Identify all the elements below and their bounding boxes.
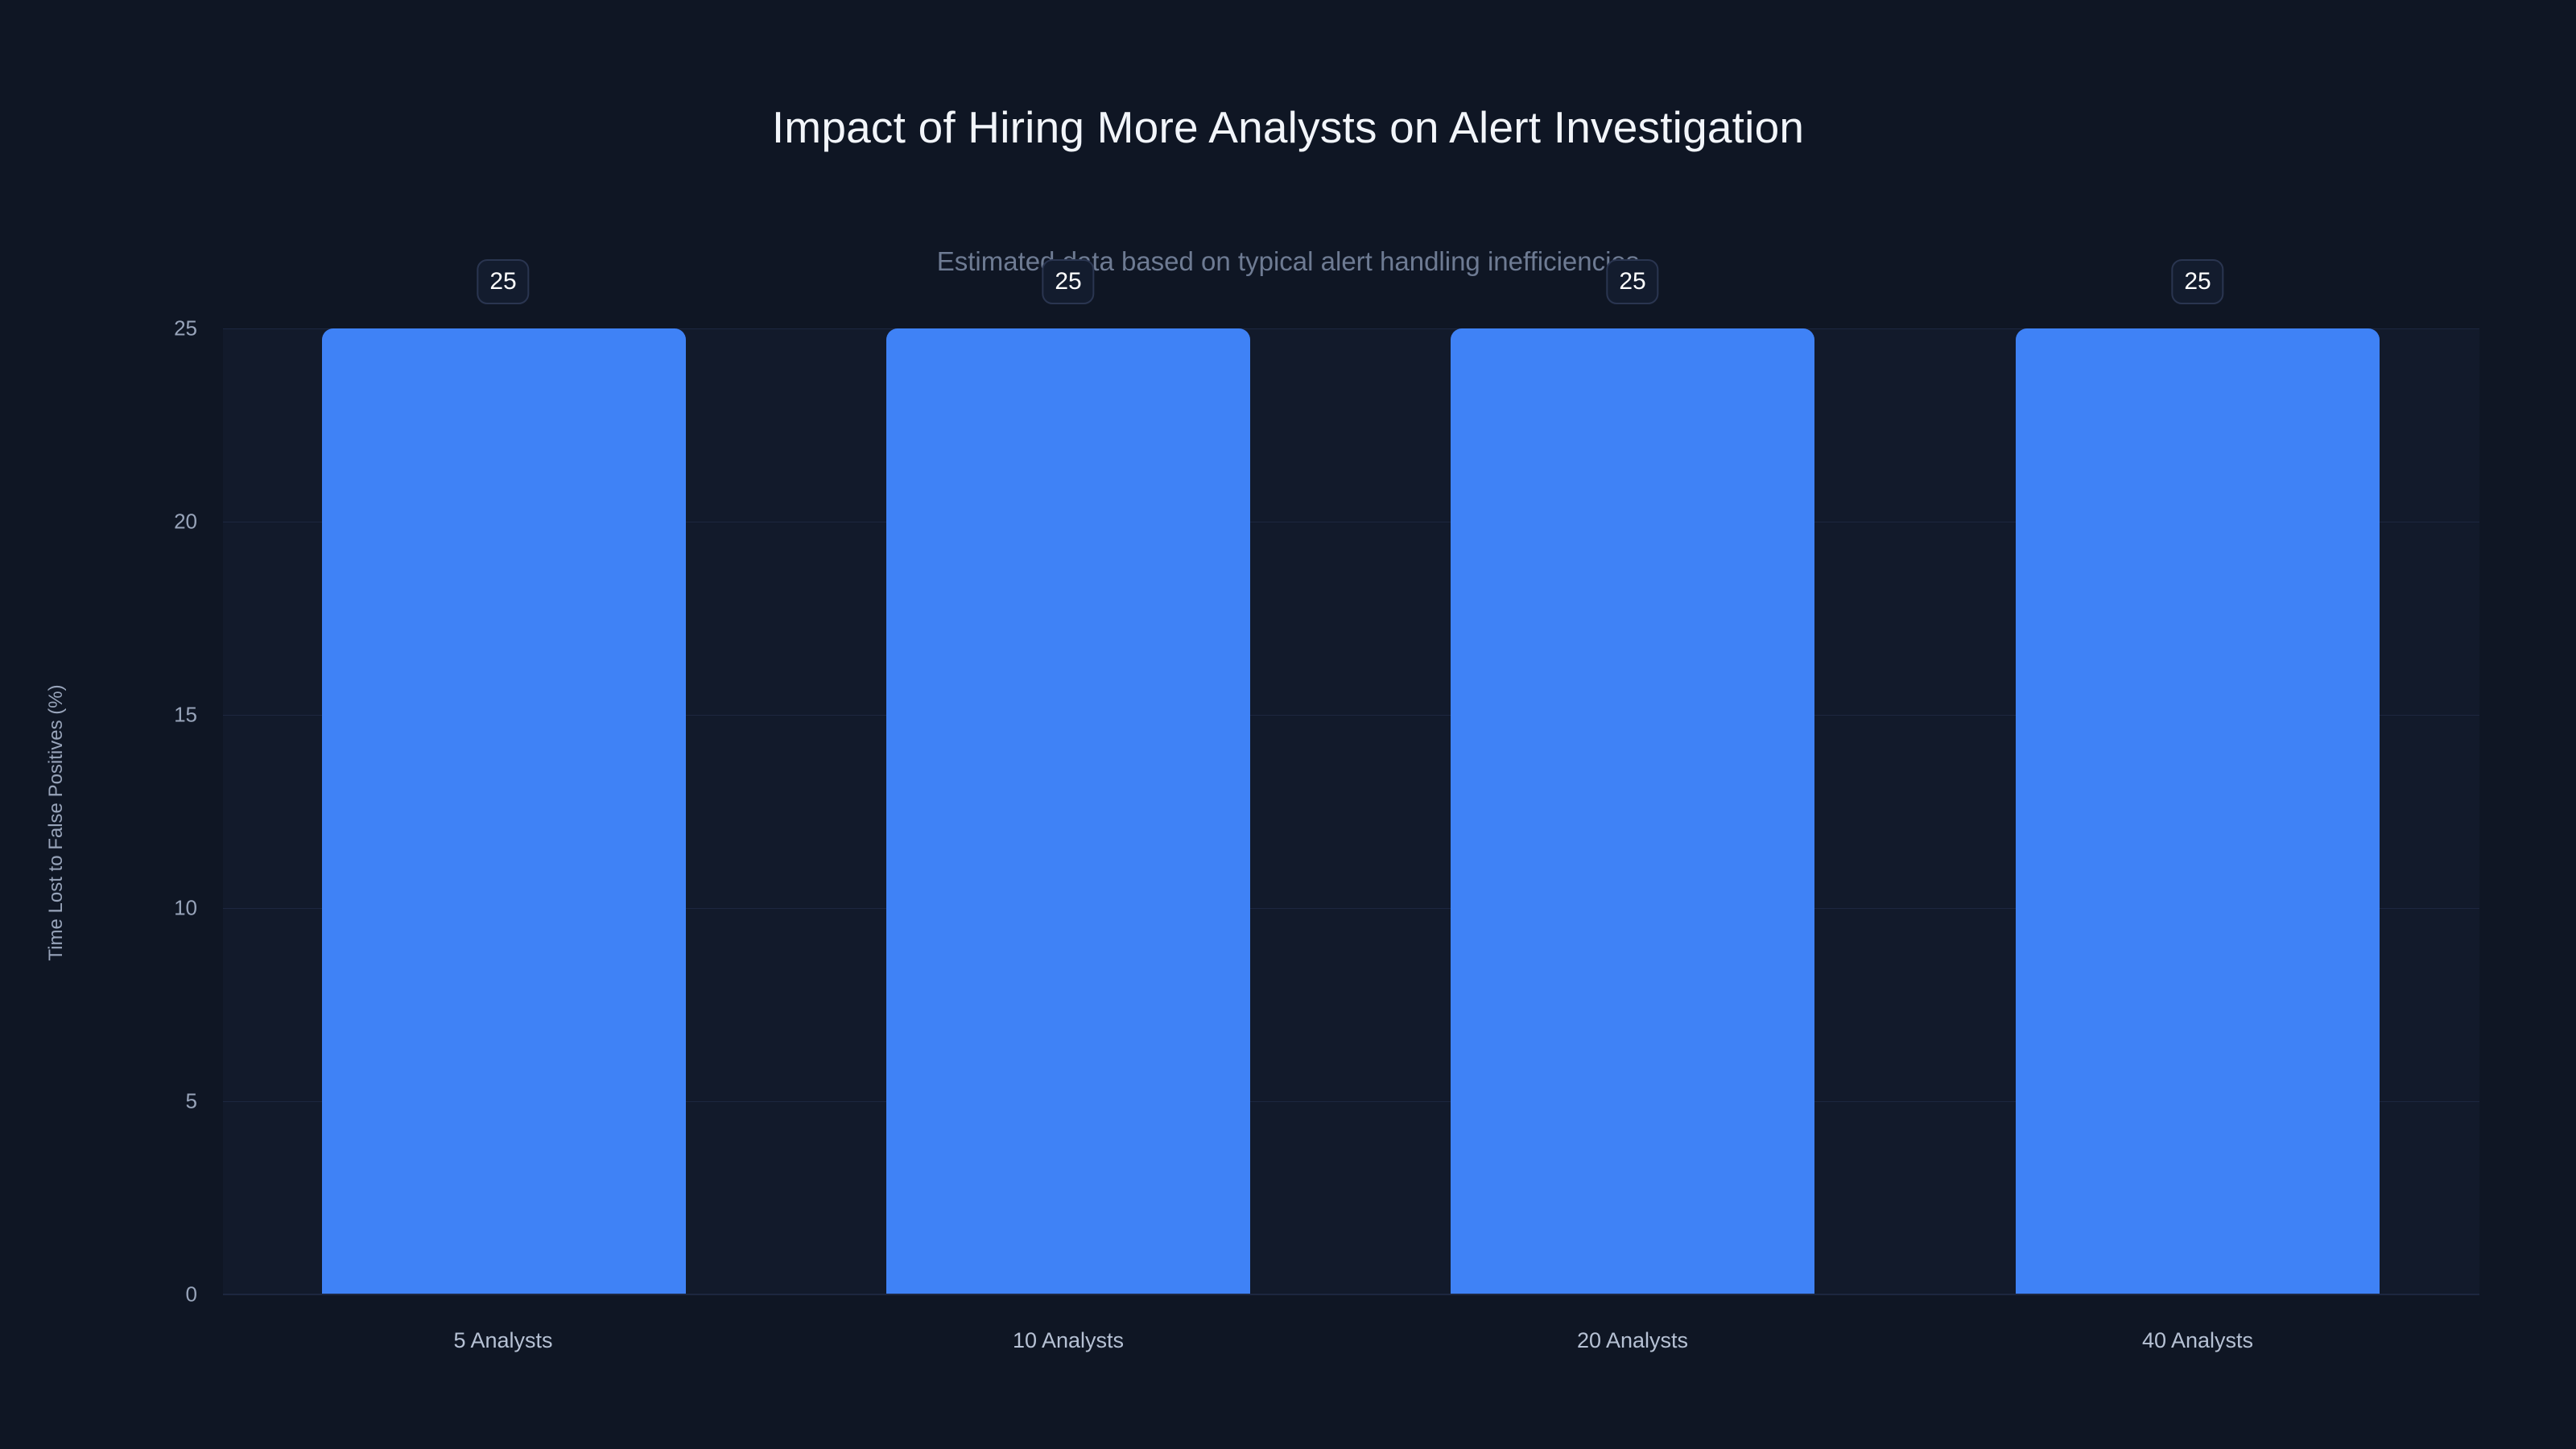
bar-5-analysts[interactable]: [322, 328, 686, 1294]
x-tick-label-20-analysts: 20 Analysts: [1576, 1328, 1689, 1352]
y-axis-title: Time Lost to False Positives (%): [45, 684, 67, 961]
y-tick-label-5: 5: [185, 1088, 197, 1113]
x-tick-label-40-analysts: 40 Analysts: [2141, 1328, 2254, 1352]
x-tick-label-10-analysts: 10 Analysts: [1012, 1328, 1125, 1352]
gridline-15: [223, 715, 2479, 716]
gridline-25: [223, 328, 2479, 329]
chart-title: Impact of Hiring More Analysts on Alert …: [771, 102, 1805, 152]
y-tick-label-25: 25: [174, 316, 197, 341]
x-tick-label-5-analysts: 5 Analysts: [453, 1328, 553, 1352]
bar-40-analysts[interactable]: [2016, 328, 2380, 1294]
bar-20-analysts[interactable]: [1451, 328, 1814, 1294]
y-tick-label-0: 0: [185, 1282, 197, 1307]
value-badge-20-analysts: 25: [1606, 259, 1659, 304]
value-badge-40-analysts: 25: [2171, 259, 2224, 304]
plot-area: [223, 328, 2479, 1294]
bar-10-analysts[interactable]: [886, 328, 1250, 1294]
value-badge-10-analysts: 25: [1042, 259, 1095, 304]
y-tick-label-10: 10: [174, 895, 197, 920]
y-tick-label-15: 15: [174, 702, 197, 727]
x-axis-baseline: [223, 1294, 2479, 1295]
y-tick-label-20: 20: [174, 509, 197, 534]
value-badge-5-analysts: 25: [477, 259, 530, 304]
gridline-5: [223, 1101, 2479, 1102]
gridline-10: [223, 908, 2479, 909]
